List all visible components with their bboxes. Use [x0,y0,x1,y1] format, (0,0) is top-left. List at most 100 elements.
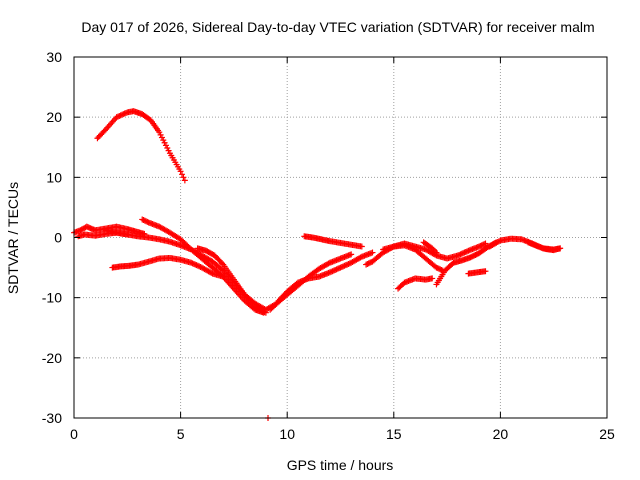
data-point [326,269,333,276]
data-point [481,241,488,248]
data-point [346,260,353,267]
data-point [348,251,355,258]
data-point [458,250,465,257]
data-point [334,265,341,272]
series-arc-13 [395,275,436,292]
data-point [342,262,349,269]
data-point [369,249,376,256]
data-point [158,134,165,141]
data-point [325,260,332,267]
data-point [329,268,336,275]
y-tick-label: 30 [46,49,62,65]
series-arc-6 [109,254,227,280]
data-point [338,263,345,270]
series-arc-18 [525,239,564,254]
data-point [194,262,201,269]
series-arc-4 [102,227,280,313]
data-point [336,265,343,272]
y-tick-label: 20 [46,109,62,125]
x-tick-label: 5 [177,426,185,442]
data-point [557,245,564,252]
x-axis-label: GPS time / hours [287,457,394,473]
data-point [262,309,269,316]
data-point [190,260,197,267]
data-point [433,249,440,256]
data-point [208,269,215,276]
x-tick-label: 20 [493,426,509,442]
data-point [219,260,226,267]
data-point [161,139,168,146]
axis-ticks: 0 5 10 15 20 25 -30 -20 -10 0 10 20 30 [42,49,615,442]
data-point [460,250,467,257]
data-point [192,261,199,268]
series-arc-15 [433,239,500,288]
chart-data-marks [71,108,564,421]
data-point [180,174,187,181]
x-tick-label: 15 [386,426,402,442]
data-point [454,252,461,259]
data-point [196,263,203,270]
data-point [189,260,196,267]
data-point [330,267,337,274]
y-tick-label: 10 [46,169,62,185]
data-point [464,248,471,255]
y-tick-label: -30 [42,410,62,426]
data-point [177,168,184,175]
y-axis-label: SDTVAR / TECUs [5,182,21,294]
data-point [345,260,352,267]
data-point [181,177,188,184]
data-point [461,249,468,256]
data-point [117,112,124,119]
data-point [341,262,348,269]
y-tick-label: -10 [42,290,62,306]
data-point [162,142,169,149]
data-point [193,262,200,269]
data-point [462,248,469,255]
data-point [118,111,125,118]
data-point [160,137,167,144]
data-point [197,263,204,270]
series-arc-1 [94,108,188,184]
chart-title: Day 017 of 2026, Sidereal Day-to-day VTE… [81,19,594,35]
data-point [344,261,351,268]
data-point [482,268,489,275]
data-point [218,266,225,273]
data-point [113,114,120,121]
series-arc-7 [194,245,269,316]
series-arc-14 [420,239,440,256]
y-tick-label: -20 [42,350,62,366]
data-point [144,218,151,225]
data-point [114,113,121,120]
data-point [120,111,127,118]
data-point [429,275,436,282]
data-point [179,171,186,178]
series-arc-16 [465,268,489,277]
data-point [496,238,503,245]
data-point [116,112,123,119]
data-point [156,129,163,136]
data-point [220,273,227,280]
x-tick-label: 10 [279,426,295,442]
data-point [457,251,464,258]
series-arc-8 [267,251,355,313]
x-tick-label: 0 [70,426,78,442]
data-point [328,268,335,275]
data-point [482,240,489,247]
data-point [157,131,164,138]
y-tick-label: 0 [54,230,62,246]
data-point [188,259,195,266]
data-point [456,251,463,258]
data-point [357,254,364,261]
data-point [358,243,365,250]
data-point [121,110,128,117]
series-arc-9 [275,249,376,304]
data-point [261,308,268,315]
data-point [337,264,344,271]
data-point [122,109,129,116]
x-tick-label: 25 [599,426,615,442]
data-point [332,266,339,273]
data-point [165,147,172,154]
data-point [333,266,340,273]
data-point [164,145,171,152]
